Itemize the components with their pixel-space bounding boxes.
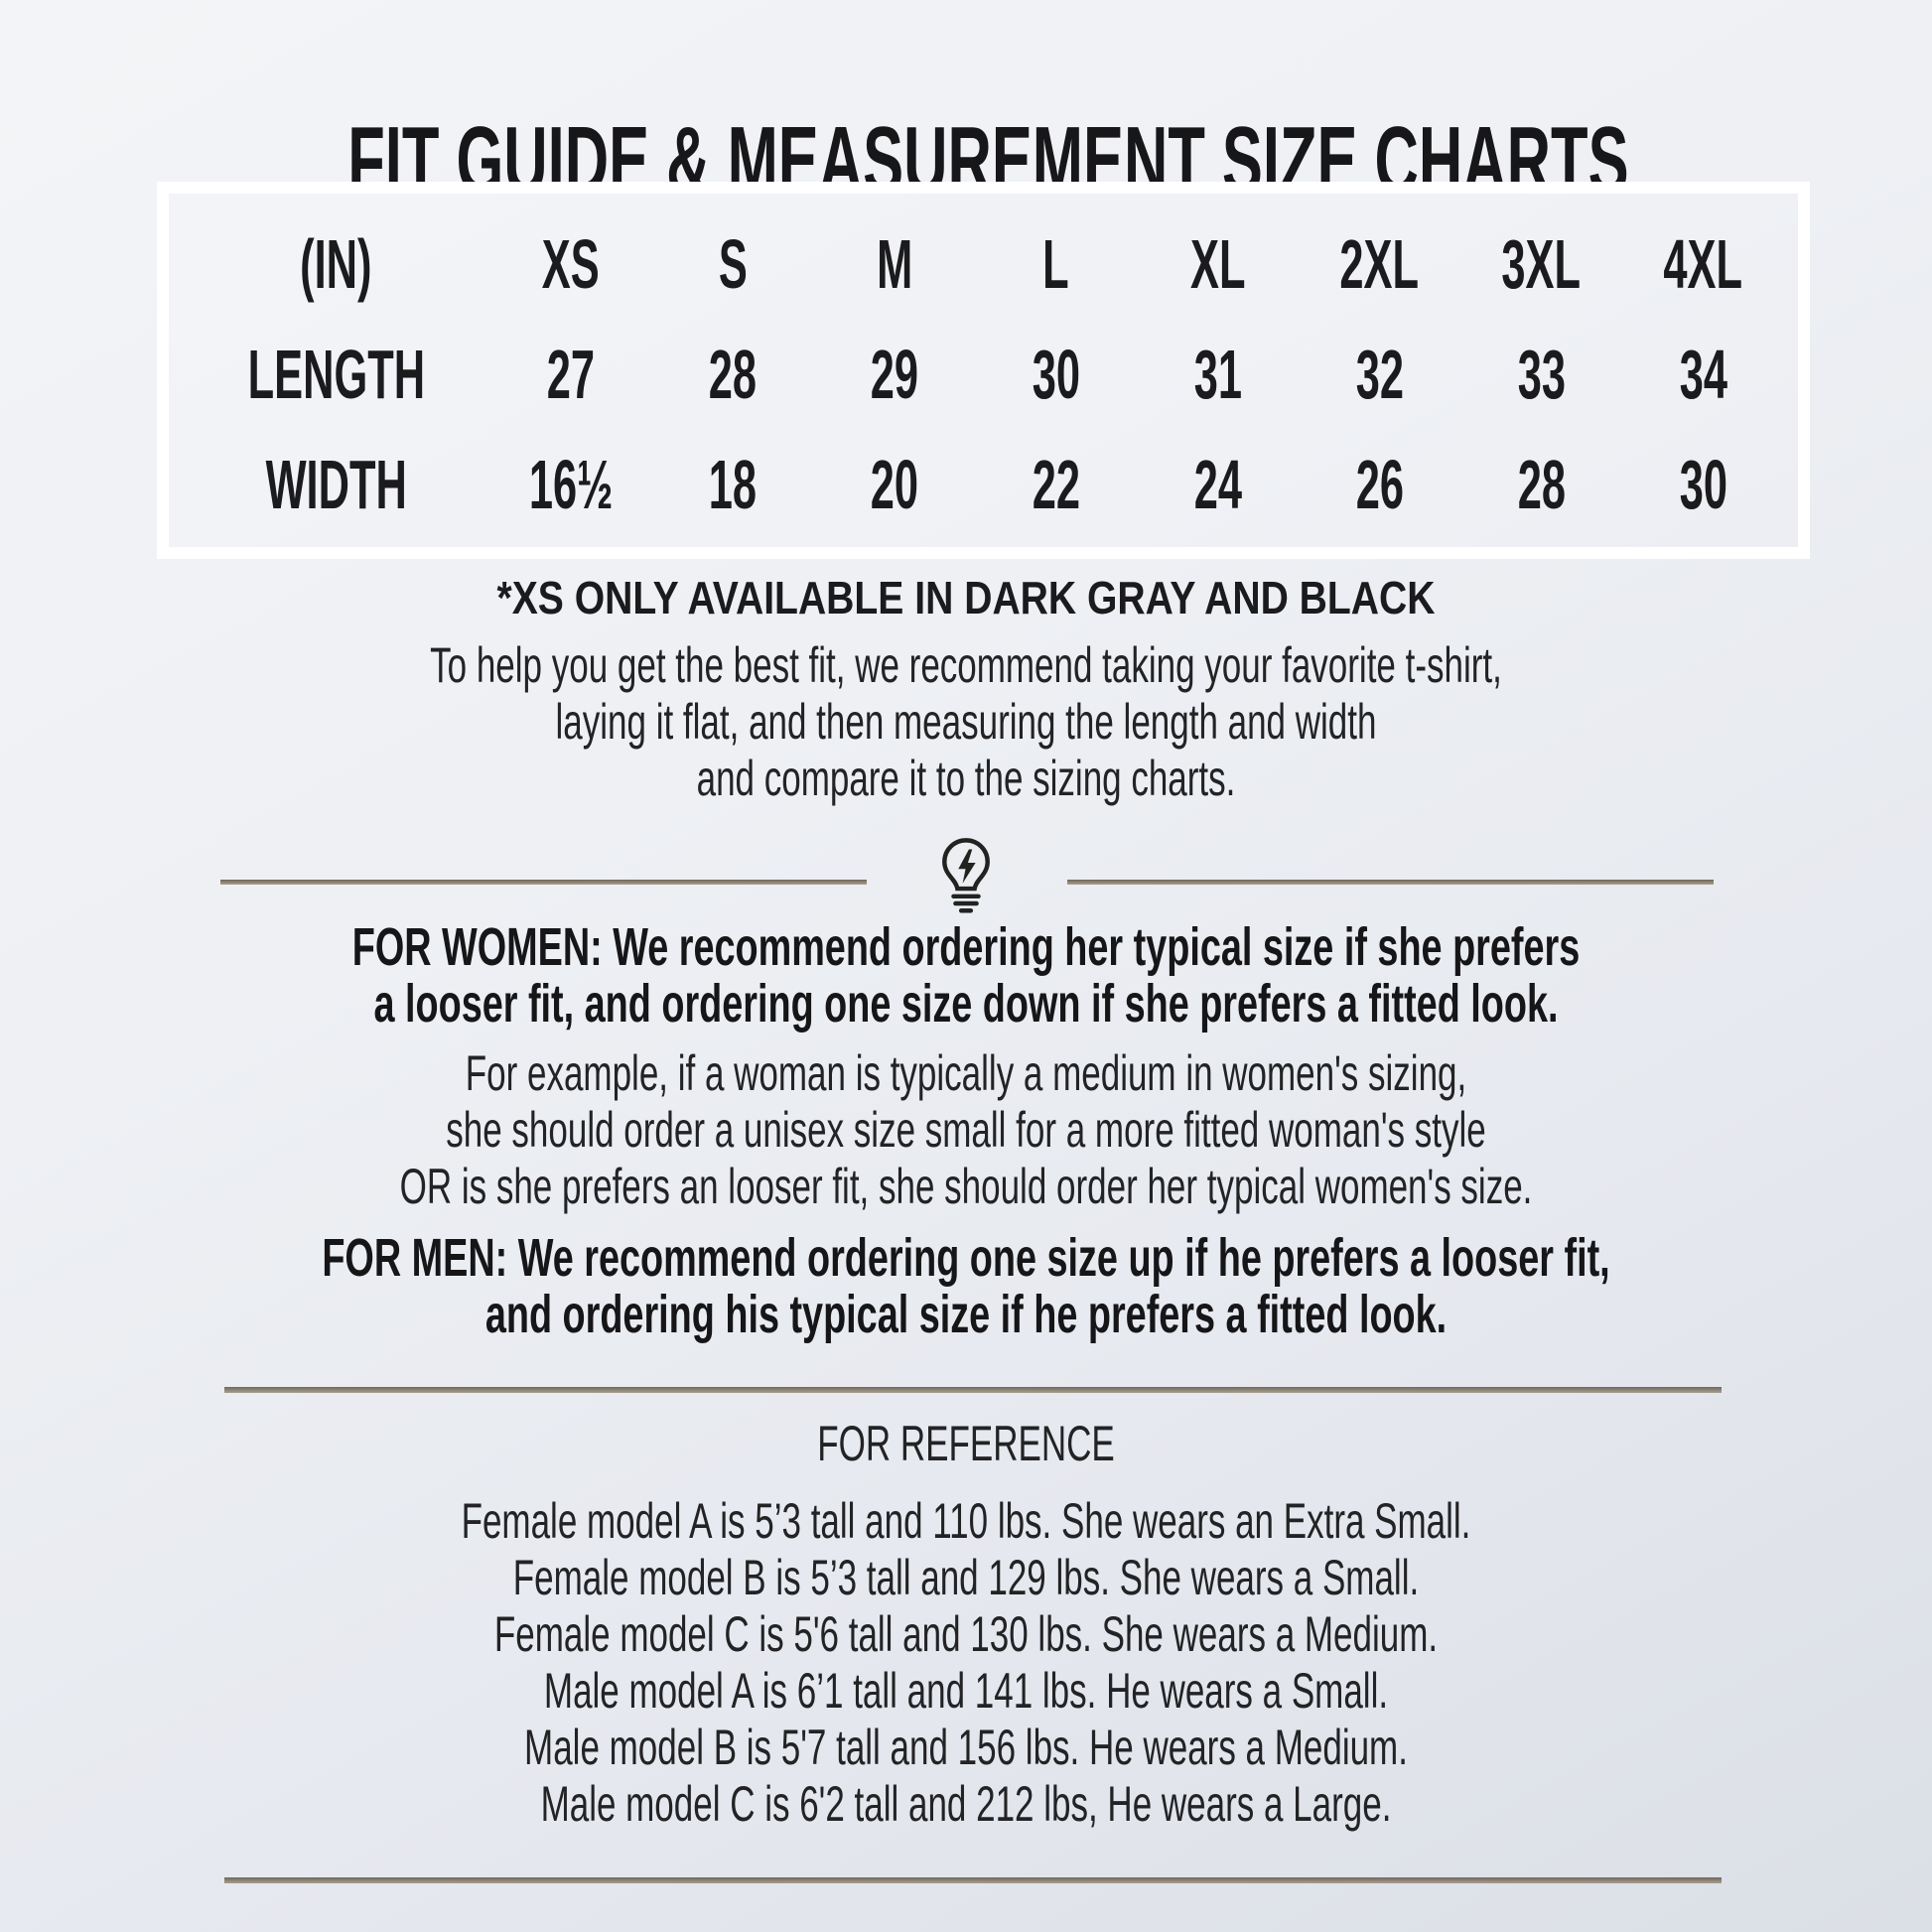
length-2xl: 32 bbox=[1355, 335, 1404, 413]
example-line: For example, if a woman is typically a m… bbox=[465, 1045, 1467, 1101]
reference-lines: Female model A is 5’3 tall and 110 lbs. … bbox=[0, 1493, 1932, 1833]
size-value-cell: 16½ bbox=[490, 429, 652, 539]
size-col-header-xs: XS bbox=[490, 209, 652, 320]
size-value-cell: 24 bbox=[1137, 429, 1299, 539]
width-2xl: 26 bbox=[1355, 445, 1404, 523]
size-value-cell: 27 bbox=[490, 320, 652, 430]
reference-line: Male model C is 6'2 tall and 212 lbs, He… bbox=[540, 1776, 1392, 1832]
col-header-label: M bbox=[876, 225, 912, 304]
reference-line: Female model A is 5’3 tall and 110 lbs. … bbox=[461, 1493, 1471, 1549]
length-xs: 27 bbox=[546, 335, 596, 413]
tip-divider-right bbox=[1067, 880, 1714, 885]
size-value-cell: 28 bbox=[1460, 429, 1622, 539]
for-women-line: a looser fit, and ordering one size down… bbox=[373, 974, 1559, 1034]
size-value-cell: 33 bbox=[1460, 320, 1622, 430]
size-row-label-width: WIDTH bbox=[183, 429, 490, 539]
reference-section: FOR REFERENCE bbox=[0, 1416, 1932, 1472]
col-header-label: XL bbox=[1190, 225, 1246, 304]
size-col-header-3xl: 3XL bbox=[1460, 209, 1622, 320]
row-label: WIDTH bbox=[265, 445, 407, 523]
width-m: 20 bbox=[870, 445, 919, 523]
width-xs: 16½ bbox=[528, 445, 614, 523]
size-col-header-m: M bbox=[813, 209, 975, 320]
fit-instructions: To help you get the best fit, we recomme… bbox=[0, 637, 1932, 807]
instruction-line: laying it flat, and then measuring the l… bbox=[555, 694, 1377, 750]
length-3xl: 33 bbox=[1517, 335, 1566, 413]
size-col-header-l: L bbox=[975, 209, 1137, 320]
width-l: 22 bbox=[1032, 445, 1080, 523]
section-divider-top bbox=[224, 1387, 1722, 1393]
size-chart-table: (IN) XS S M L XL 2XL 3XL 4XL LENGTH 27 2… bbox=[169, 194, 1798, 547]
width-s: 18 bbox=[708, 445, 758, 523]
size-row-label-length: LENGTH bbox=[183, 320, 490, 430]
page-title: FIT GUIDE & MEASUREMENT SIZE CHARTS bbox=[347, 107, 1629, 214]
row-label: LENGTH bbox=[247, 335, 425, 413]
length-xl: 31 bbox=[1193, 335, 1242, 413]
for-men-line: FOR MEN: We recommend ordering one size … bbox=[322, 1228, 1610, 1288]
length-s: 28 bbox=[708, 335, 758, 413]
size-value-cell: 22 bbox=[975, 429, 1137, 539]
size-value-cell: 30 bbox=[1622, 429, 1784, 539]
size-value-cell: 26 bbox=[1299, 429, 1460, 539]
size-value-cell: 34 bbox=[1622, 320, 1784, 430]
section-divider-bottom bbox=[224, 1877, 1722, 1883]
size-col-header-2xl: 2XL bbox=[1299, 209, 1460, 320]
col-header-label: XS bbox=[542, 225, 600, 304]
reference-line: Male model A is 6’1 tall and 141 lbs. He… bbox=[543, 1663, 1389, 1719]
size-value-cell: 28 bbox=[651, 320, 813, 430]
size-value-cell: 18 bbox=[651, 429, 813, 539]
size-value-cell: 32 bbox=[1299, 320, 1460, 430]
size-value-cell: 29 bbox=[813, 320, 975, 430]
size-chart-frame: (IN) XS S M L XL 2XL 3XL 4XL LENGTH 27 2… bbox=[157, 182, 1810, 559]
col-header-label: 4XL bbox=[1663, 225, 1743, 304]
width-xl: 24 bbox=[1193, 445, 1242, 523]
instruction-line: To help you get the best fit, we recomme… bbox=[430, 637, 1502, 693]
length-l: 30 bbox=[1032, 335, 1080, 413]
col-header-label: L bbox=[1042, 225, 1070, 304]
women-sizing-example: For example, if a woman is typically a m… bbox=[0, 1045, 1932, 1215]
length-m: 29 bbox=[870, 335, 919, 413]
for-men-recommendation: FOR MEN: We recommend ordering one size … bbox=[0, 1230, 1932, 1343]
xs-availability-note: *XS ONLY AVAILABLE IN DARK GRAY AND BLAC… bbox=[496, 572, 1436, 623]
reference-line: Female model C is 5'6 tall and 130 lbs. … bbox=[493, 1606, 1439, 1662]
tip-divider-left bbox=[220, 880, 867, 885]
reference-line: Male model B is 5'7 tall and 156 lbs. He… bbox=[524, 1720, 1408, 1775]
size-col-header-xl: XL bbox=[1137, 209, 1299, 320]
for-women-recommendation: FOR WOMEN: We recommend ordering her typ… bbox=[0, 919, 1932, 1033]
for-men-line: and ordering his typical size if he pref… bbox=[484, 1285, 1448, 1344]
width-4xl: 30 bbox=[1679, 445, 1727, 523]
example-line: she should order a unisex size small for… bbox=[446, 1102, 1486, 1158]
length-4xl: 34 bbox=[1679, 335, 1727, 413]
units-label-cell: (IN) bbox=[183, 209, 490, 320]
size-col-header-4xl: 4XL bbox=[1622, 209, 1784, 320]
for-women-line: FOR WOMEN: We recommend ordering her typ… bbox=[351, 917, 1581, 977]
col-header-label: 2XL bbox=[1339, 225, 1420, 304]
example-line: OR is she prefers an looser fit, she sho… bbox=[399, 1159, 1533, 1214]
col-header-label: S bbox=[718, 225, 748, 304]
col-header-label: 3XL bbox=[1501, 225, 1582, 304]
size-value-cell: 20 bbox=[813, 429, 975, 539]
size-col-header-s: S bbox=[651, 209, 813, 320]
for-reference-heading: FOR REFERENCE bbox=[817, 1416, 1115, 1471]
size-value-cell: 30 bbox=[975, 320, 1137, 430]
units-label: (IN) bbox=[300, 225, 372, 304]
instruction-line: and compare it to the sizing charts. bbox=[696, 751, 1236, 806]
lightbulb-bolt-icon bbox=[942, 838, 990, 913]
width-3xl: 28 bbox=[1517, 445, 1566, 523]
size-value-cell: 31 bbox=[1137, 320, 1299, 430]
reference-line: Female model B is 5’3 tall and 129 lbs. … bbox=[512, 1550, 1420, 1605]
